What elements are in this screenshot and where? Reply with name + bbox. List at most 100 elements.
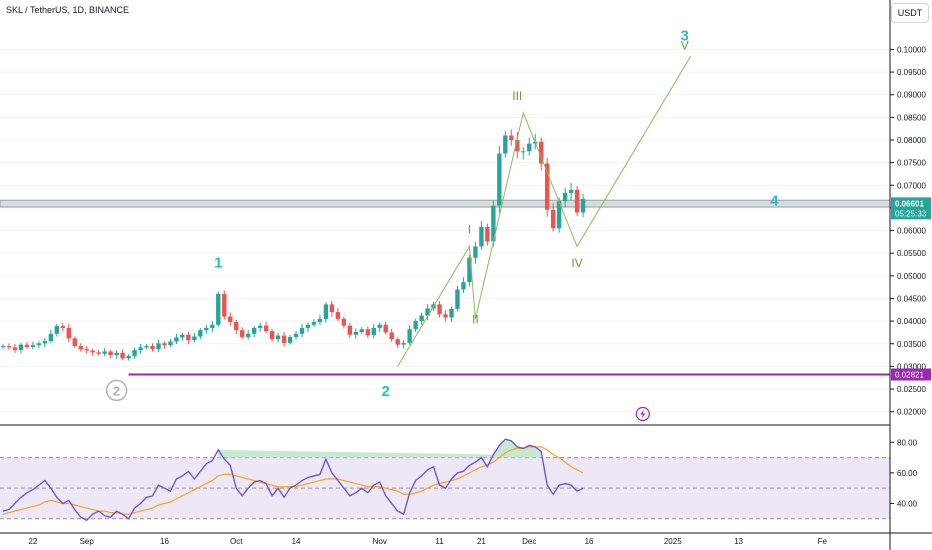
candle-body <box>102 351 107 354</box>
candle-body <box>556 201 562 229</box>
candle-body <box>210 324 215 328</box>
candle-body <box>521 151 526 153</box>
candle-body <box>144 346 149 348</box>
candle-body <box>257 325 263 328</box>
candle-body <box>491 205 496 242</box>
time-tick-label: 22 <box>28 537 37 546</box>
candle-body <box>395 339 400 345</box>
candle-body <box>60 326 65 328</box>
candle-body <box>24 344 30 347</box>
wave-label: IV <box>571 256 582 270</box>
candle-body <box>84 349 89 351</box>
price-tick-label: 0.07500 <box>897 159 926 168</box>
candle-body <box>293 333 299 337</box>
candle-body <box>527 143 532 152</box>
rsi-panel <box>0 438 890 522</box>
price-tick-label: 0.09500 <box>897 68 926 77</box>
candle-body <box>263 325 269 332</box>
candle-body <box>180 334 185 338</box>
candle-body <box>449 308 454 318</box>
candle-body <box>562 192 568 202</box>
candle-body <box>78 346 83 350</box>
wave-label: 4 <box>770 193 779 210</box>
wave-label-circle <box>105 379 128 402</box>
candle-body <box>48 333 54 342</box>
candle-body <box>90 350 95 353</box>
candle-body <box>515 139 520 152</box>
currency-button[interactable]: USDT <box>891 3 929 23</box>
candle-body <box>485 226 490 242</box>
candle-body <box>329 304 335 313</box>
candle-body <box>36 343 42 346</box>
candle-body <box>467 257 472 283</box>
candle-body <box>371 327 376 336</box>
time-tick-label: 21 <box>477 537 486 546</box>
candle-body <box>311 322 317 325</box>
time-tick-label: 11 <box>435 537 444 546</box>
candle-body <box>365 329 370 336</box>
wave-label: 3 <box>681 27 689 44</box>
candle-body <box>323 304 329 319</box>
candle-body <box>281 335 287 343</box>
countdown-label: 05:25:33 <box>895 209 927 218</box>
candle-body <box>401 342 406 345</box>
time-tick-label: 13 <box>734 537 743 546</box>
price-tick-label: 0.03000 <box>897 362 926 371</box>
price-tick-label: 0.06000 <box>897 227 926 236</box>
candle-body <box>138 347 143 351</box>
price-tick-label: 0.05000 <box>897 272 926 281</box>
candle-body <box>539 141 544 164</box>
candle-body <box>287 336 293 343</box>
price-panel <box>0 48 891 413</box>
candle-body <box>455 289 460 309</box>
candle-body <box>574 189 580 213</box>
candle-body <box>30 345 36 347</box>
candle-body <box>0 346 6 348</box>
candle-body <box>580 198 586 213</box>
candle-body <box>497 153 502 206</box>
candle-body <box>156 343 161 350</box>
wave-label: V <box>681 38 689 52</box>
candle-body <box>186 334 191 341</box>
candle-body <box>341 318 347 326</box>
price-tick-label: 0.07000 <box>897 181 926 190</box>
candle-body <box>550 209 556 229</box>
candle-body <box>389 332 394 340</box>
time-tick-label: 16 <box>160 537 169 546</box>
candle-body <box>275 335 281 340</box>
candle-body <box>126 355 131 359</box>
candle-body <box>42 341 48 344</box>
price-tick-label: 0.08500 <box>897 113 926 122</box>
wave-label: III <box>512 89 522 103</box>
candle-body <box>240 330 245 337</box>
candle-body <box>305 324 311 328</box>
candle-body <box>132 350 137 356</box>
price-axis-bg <box>890 0 932 550</box>
wave-label: 2 <box>382 383 390 400</box>
candle-body <box>234 322 239 331</box>
candle-body <box>509 135 514 140</box>
candle-body <box>114 352 119 356</box>
time-tick-label: Dec <box>522 537 536 546</box>
price-tick-label: 0.02000 <box>897 408 926 417</box>
candle-body <box>216 293 221 325</box>
time-tick-label: 2025 <box>664 537 682 546</box>
price-tick-label: 0.09000 <box>897 91 926 100</box>
candle-body <box>347 325 353 335</box>
time-tick-label: Oct <box>230 537 243 546</box>
candle-body <box>461 282 466 290</box>
candle-body <box>383 324 388 333</box>
candle-body <box>108 351 113 356</box>
support-price-tag <box>891 368 931 381</box>
candle-body <box>269 331 275 340</box>
candle-body <box>204 327 209 331</box>
time-tick-label: 14 <box>292 537 301 546</box>
price-tick-label: 0.04000 <box>897 317 926 326</box>
candle-body <box>18 344 24 351</box>
candle-body <box>503 135 508 154</box>
candle-body <box>317 318 323 323</box>
candle-body <box>198 330 203 337</box>
